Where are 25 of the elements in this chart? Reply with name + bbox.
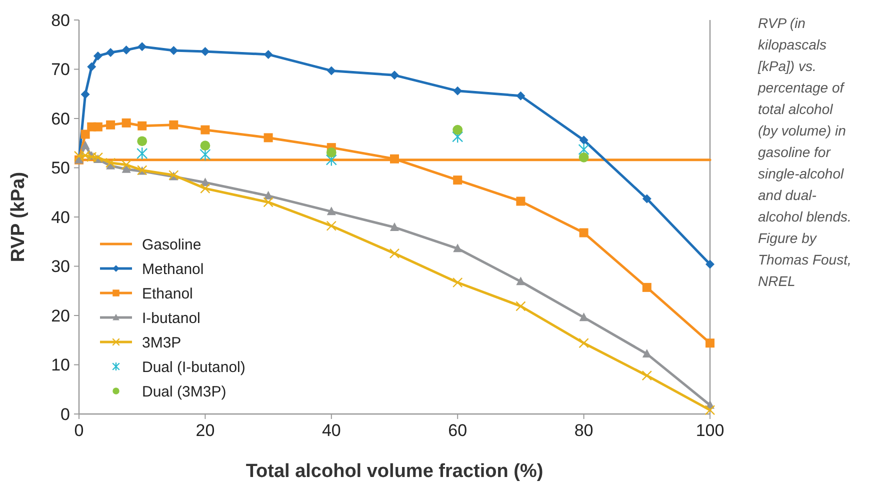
y-axis-title: RVP (kPa) (8, 172, 29, 262)
y-tick-label: 70 (51, 60, 70, 80)
y-tick-label: 60 (51, 109, 70, 128)
x-tick-label: 0 (74, 421, 84, 440)
y-tick-label: 20 (51, 306, 70, 326)
legend-label: 3M3P (142, 334, 182, 352)
text: RVP (in kilopascals [kPa]) vs. percentage of total alcohol (by volume) in gasoline for single-alcohol and dual-alcohol blends. Figure by Thomas Foust, NREL (758, 15, 852, 289)
y-tick-label: 50 (51, 158, 70, 178)
x-tick-label: 100 (696, 421, 724, 440)
y-tick-label: 80 (51, 10, 70, 30)
x-axis-title: Total alcohol volume fraction (%) (246, 461, 544, 482)
legend-label: Dual (3M3P) (142, 383, 226, 400)
y-tick-label: 30 (51, 257, 70, 276)
x-tick-label: 80 (574, 421, 594, 440)
x-tick-label: 40 (322, 421, 341, 440)
y-tick-label: 0 (60, 404, 70, 424)
x-tick-label: 60 (448, 421, 468, 440)
x-tick-label: 20 (196, 421, 215, 440)
legend-label: Gasoline (142, 236, 202, 254)
legend-label: Ethanol (142, 285, 193, 302)
y-tick-label: 40 (51, 208, 70, 227)
legend-label: Methanol (142, 260, 204, 278)
y-tick-label: 10 (51, 356, 70, 375)
legend-label: I-butanol (142, 310, 200, 327)
legend-label: Dual (I-butanol) (142, 358, 246, 376)
